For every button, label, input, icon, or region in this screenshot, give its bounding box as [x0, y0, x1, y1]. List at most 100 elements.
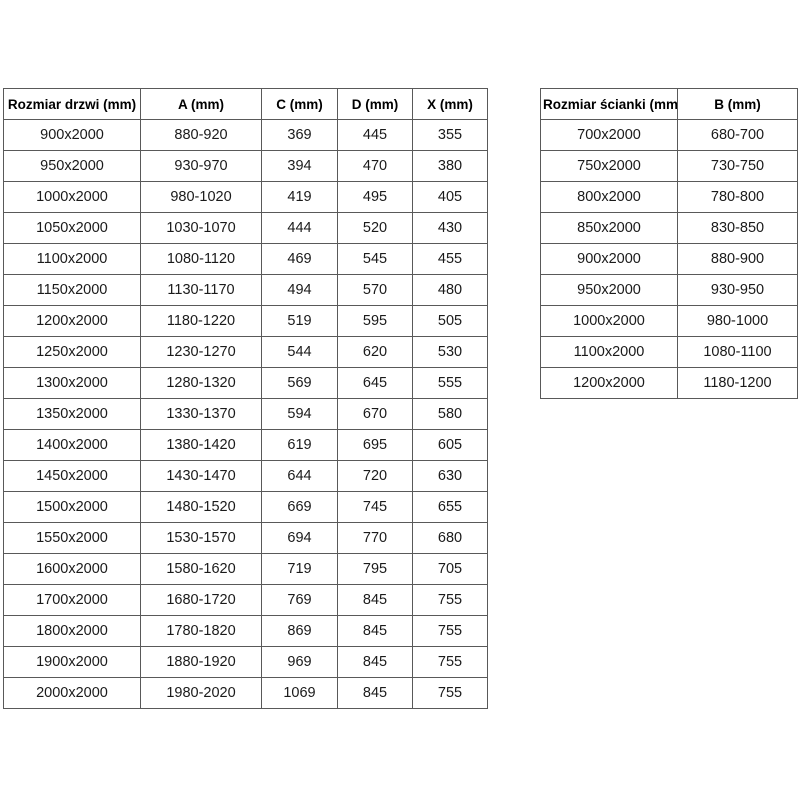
table-cell: 1150x2000 [3, 274, 141, 306]
table-row: 1050x2000 1030-1070 444 520 430 [3, 212, 488, 244]
table-cell: 669 [261, 491, 338, 523]
table-cell: 1600x2000 [3, 553, 141, 585]
table-cell: 1400x2000 [3, 429, 141, 461]
table-cell: 869 [261, 615, 338, 647]
column-header: C (mm) [261, 88, 338, 120]
table-row: 1100x2000 1080-1120 469 545 455 [3, 243, 488, 275]
table-cell: 1130-1170 [140, 274, 262, 306]
table-cell: 1250x2000 [3, 336, 141, 368]
table-row: 1350x2000 1330-1370 594 670 580 [3, 398, 488, 430]
table-row: 850x2000 830-850 [540, 212, 798, 244]
table-cell: 1480-1520 [140, 491, 262, 523]
table-cell: 670 [337, 398, 413, 430]
table-row: 750x2000 730-750 [540, 150, 798, 182]
table-cell: 1180-1220 [140, 305, 262, 337]
table-cell: 445 [337, 119, 413, 151]
table-cell: 755 [412, 646, 488, 678]
table-cell: 555 [412, 367, 488, 399]
table-cell: 769 [261, 584, 338, 616]
table-row: 1600x2000 1580-1620 719 795 705 [3, 553, 488, 585]
table-cell: 480 [412, 274, 488, 306]
header-row: Rozmiar ścianki (mm) B (mm) [540, 88, 798, 120]
door-size-table: Rozmiar drzwi (mm) A (mm) C (mm) D (mm) X (m… [3, 88, 488, 709]
table-row: 950x2000 930-950 [540, 274, 798, 306]
column-header: A (mm) [140, 88, 262, 120]
table-cell: 1080-1120 [140, 243, 262, 275]
table-row: 1000x2000 980-1000 [540, 305, 798, 337]
table-cell: 1500x2000 [3, 491, 141, 523]
table-row: 1200x2000 1180-1200 [540, 367, 798, 399]
table-cell: 1350x2000 [3, 398, 141, 430]
column-header: D (mm) [337, 88, 413, 120]
table-cell: 1380-1420 [140, 429, 262, 461]
table-cell: 430 [412, 212, 488, 244]
table-row: 700x2000 680-700 [540, 119, 798, 151]
table-row: 800x2000 780-800 [540, 181, 798, 213]
table-cell: 755 [412, 677, 488, 709]
table-cell: 1000x2000 [540, 305, 678, 337]
table-cell: 1780-1820 [140, 615, 262, 647]
table-cell: 1000x2000 [3, 181, 141, 213]
wall-size-table: Rozmiar ścianki (mm) B (mm) 700x2000 680-70… [540, 88, 798, 399]
table-cell: 419 [261, 181, 338, 213]
table-cell: 470 [337, 150, 413, 182]
table-row: 1000x2000 980-1020 419 495 405 [3, 181, 488, 213]
table-cell: 1200x2000 [3, 305, 141, 337]
table-cell: 1300x2000 [3, 367, 141, 399]
table-cell: 1280-1320 [140, 367, 262, 399]
table-cell: 880-920 [140, 119, 262, 151]
table-row: 1700x2000 1680-1720 769 845 755 [3, 584, 488, 616]
table-cell: 845 [337, 677, 413, 709]
table-cell: 1530-1570 [140, 522, 262, 554]
table-cell: 1330-1370 [140, 398, 262, 430]
table-cell: 830-850 [677, 212, 798, 244]
table-cell: 700x2000 [540, 119, 678, 151]
table-cell: 495 [337, 181, 413, 213]
table-cell: 545 [337, 243, 413, 275]
table-cell: 770 [337, 522, 413, 554]
table-cell: 969 [261, 646, 338, 678]
table-row: 1300x2000 1280-1320 569 645 555 [3, 367, 488, 399]
column-header: Rozmiar ścianki (mm) [540, 88, 678, 120]
table-cell: 845 [337, 646, 413, 678]
table-cell: 1180-1200 [677, 367, 798, 399]
column-header: Rozmiar drzwi (mm) [3, 88, 141, 120]
table-cell: 900x2000 [3, 119, 141, 151]
table-cell: 780-800 [677, 181, 798, 213]
table-cell: 745 [337, 491, 413, 523]
table-cell: 930-950 [677, 274, 798, 306]
table-cell: 680-700 [677, 119, 798, 151]
column-header: X (mm) [412, 88, 488, 120]
table-cell: 705 [412, 553, 488, 585]
table-cell: 2000x2000 [3, 677, 141, 709]
table-cell: 845 [337, 615, 413, 647]
table-row: 1400x2000 1380-1420 619 695 605 [3, 429, 488, 461]
header-row: Rozmiar drzwi (mm) A (mm) C (mm) D (mm) X (m… [3, 88, 488, 120]
table-cell: 394 [261, 150, 338, 182]
table-cell: 469 [261, 243, 338, 275]
table-cell: 1900x2000 [3, 646, 141, 678]
table-cell: 1450x2000 [3, 460, 141, 492]
table-cell: 569 [261, 367, 338, 399]
table-cell: 850x2000 [540, 212, 678, 244]
table-row: 900x2000 880-920 369 445 355 [3, 119, 488, 151]
table-cell: 950x2000 [3, 150, 141, 182]
table-cell: 494 [261, 274, 338, 306]
table-cell: 644 [261, 460, 338, 492]
table-cell: 620 [337, 336, 413, 368]
table-cell: 630 [412, 460, 488, 492]
table-cell: 444 [261, 212, 338, 244]
table-cell: 1680-1720 [140, 584, 262, 616]
table-cell: 800x2000 [540, 181, 678, 213]
table-cell: 1069 [261, 677, 338, 709]
table-cell: 1050x2000 [3, 212, 141, 244]
table-cell: 1550x2000 [3, 522, 141, 554]
table-cell: 1230-1270 [140, 336, 262, 368]
table-cell: 750x2000 [540, 150, 678, 182]
table-cell: 720 [337, 460, 413, 492]
table-cell: 755 [412, 615, 488, 647]
table-row: 1100x2000 1080-1100 [540, 336, 798, 368]
table-cell: 845 [337, 584, 413, 616]
table-cell: 369 [261, 119, 338, 151]
